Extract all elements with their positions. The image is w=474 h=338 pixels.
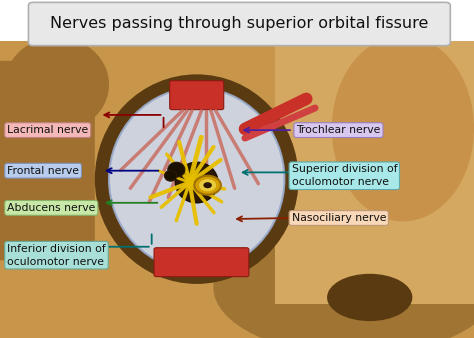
- Ellipse shape: [95, 74, 299, 284]
- FancyBboxPatch shape: [28, 2, 450, 46]
- Text: Abducens nerve: Abducens nerve: [7, 203, 95, 213]
- Text: Inferior division of
oculomotor nerve: Inferior division of oculomotor nerve: [7, 244, 106, 267]
- Text: Nerves passing through superior orbital fissure: Nerves passing through superior orbital …: [50, 17, 428, 31]
- Ellipse shape: [168, 162, 185, 177]
- Ellipse shape: [164, 170, 177, 181]
- Ellipse shape: [109, 88, 284, 270]
- Ellipse shape: [213, 220, 474, 338]
- Text: Nasociliary nerve: Nasociliary nerve: [292, 213, 386, 223]
- Text: Frontal nerve: Frontal nerve: [7, 166, 79, 176]
- FancyBboxPatch shape: [275, 41, 474, 304]
- FancyBboxPatch shape: [0, 61, 95, 260]
- Text: Superior division of
oculomotor nerve: Superior division of oculomotor nerve: [292, 164, 397, 187]
- Ellipse shape: [332, 35, 474, 221]
- FancyBboxPatch shape: [154, 248, 249, 276]
- Circle shape: [194, 176, 221, 195]
- Circle shape: [203, 182, 212, 188]
- FancyBboxPatch shape: [170, 81, 224, 110]
- Ellipse shape: [175, 162, 218, 203]
- Ellipse shape: [5, 37, 109, 132]
- Ellipse shape: [327, 274, 412, 321]
- Text: Lacrimal nerve: Lacrimal nerve: [7, 125, 88, 135]
- Circle shape: [199, 179, 216, 191]
- Text: Trochlear nerve: Trochlear nerve: [296, 125, 381, 135]
- FancyBboxPatch shape: [0, 41, 474, 338]
